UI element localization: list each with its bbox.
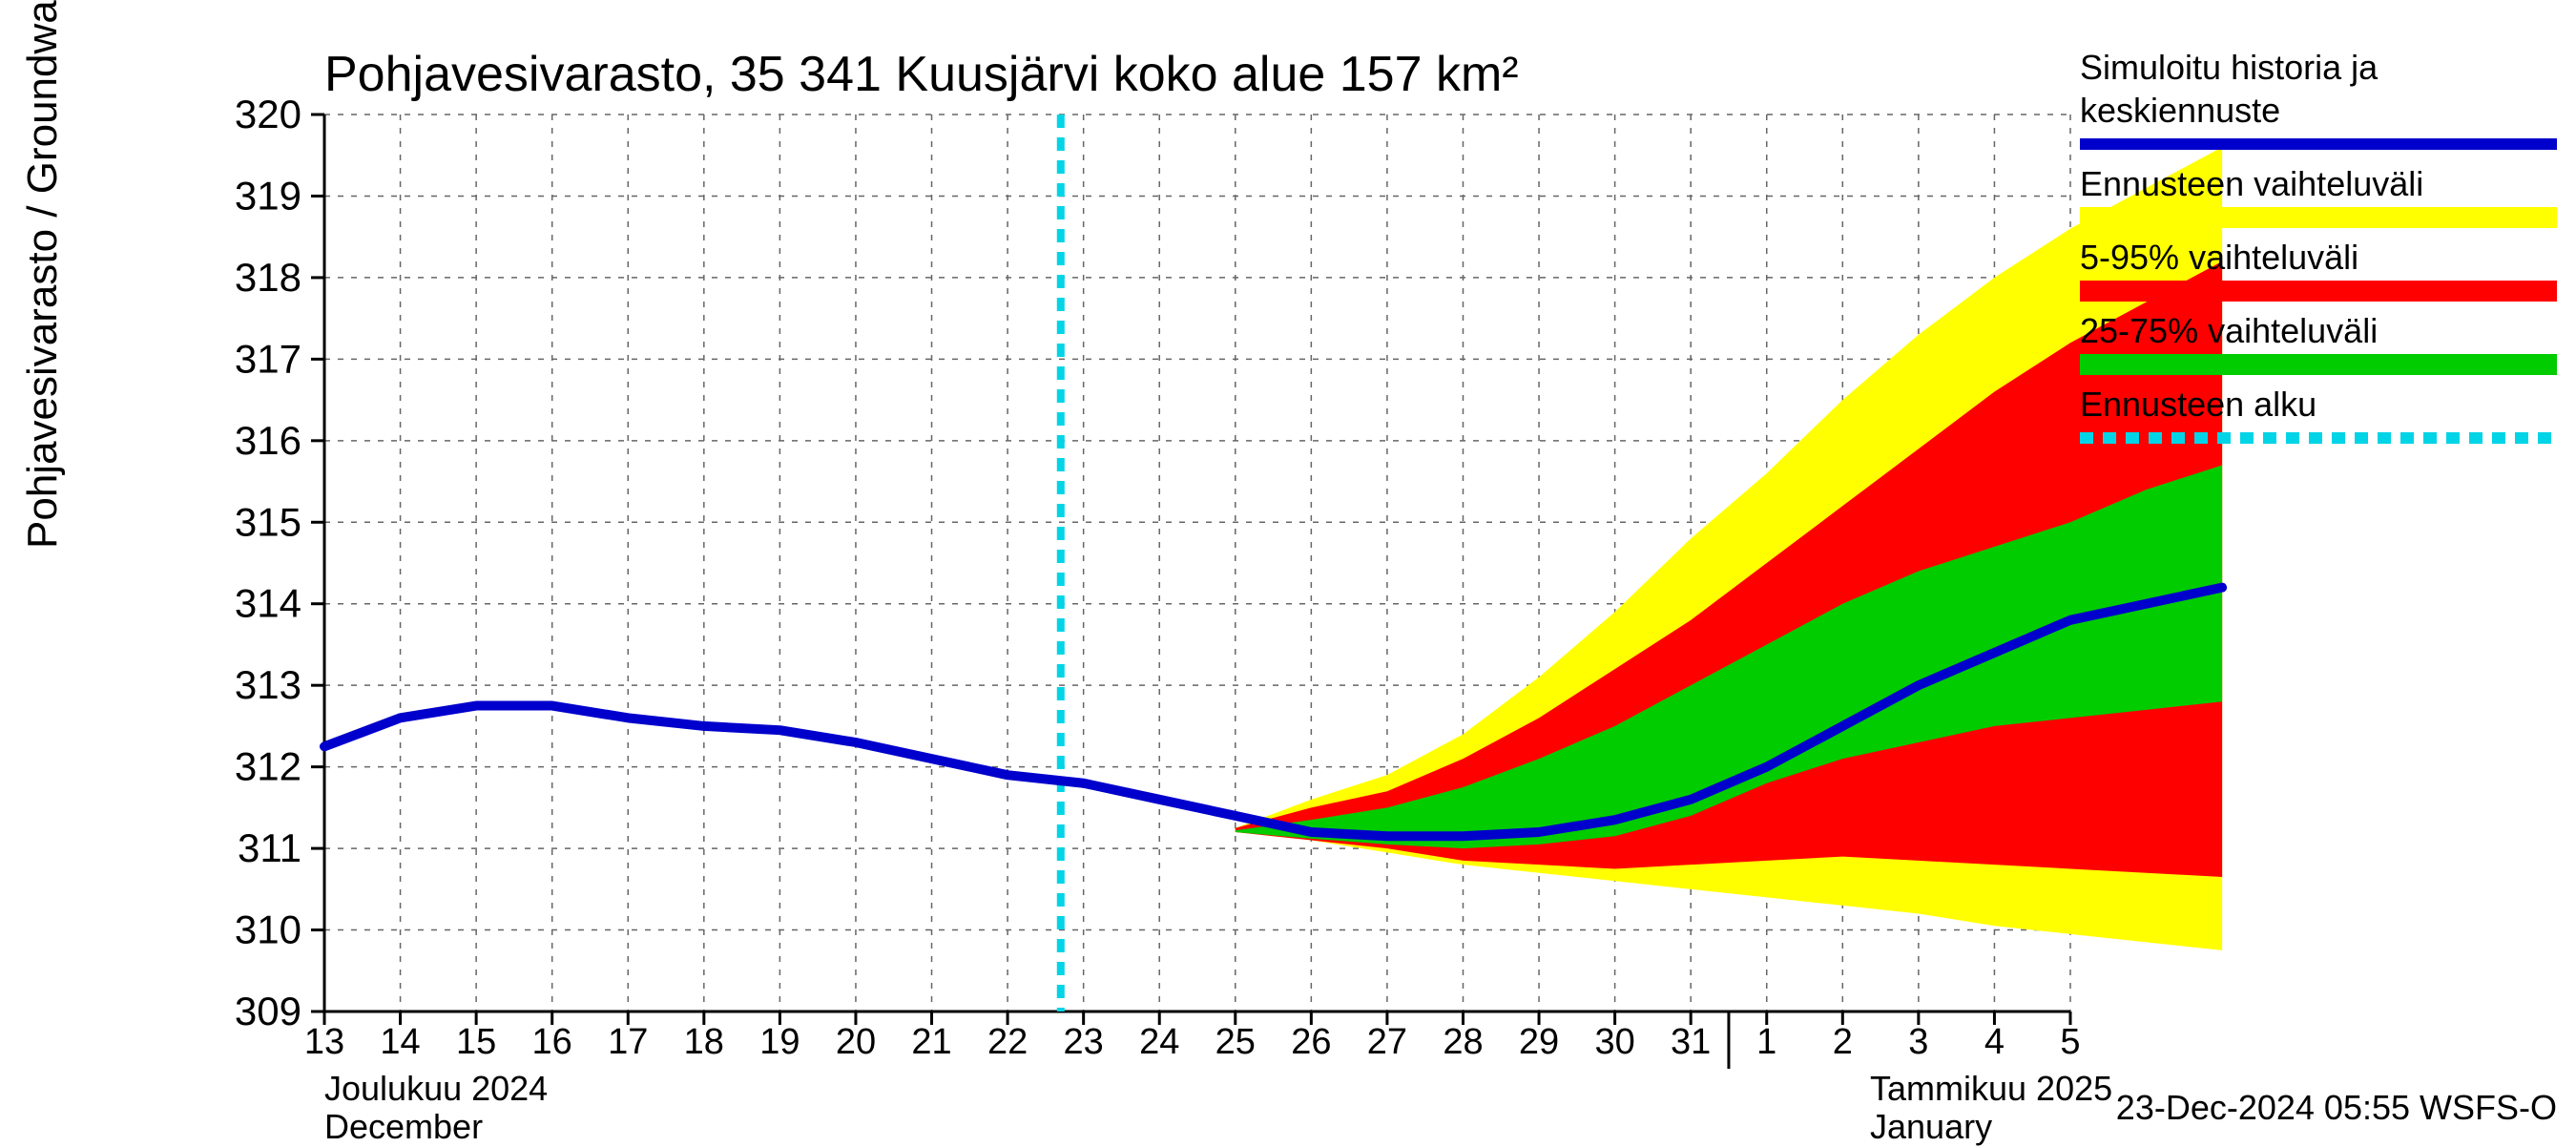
footer-month-left-en: December [324, 1107, 483, 1147]
svg-text:26: 26 [1291, 1022, 1331, 1062]
legend-swatch [2080, 428, 2557, 448]
svg-text:13: 13 [304, 1022, 344, 1062]
svg-text:31: 31 [1671, 1022, 1711, 1062]
svg-text:316: 316 [235, 418, 301, 463]
svg-text:318: 318 [235, 255, 301, 300]
svg-text:16: 16 [532, 1022, 572, 1062]
svg-text:312: 312 [235, 744, 301, 789]
svg-text:4: 4 [1984, 1022, 2005, 1062]
svg-text:14: 14 [380, 1022, 420, 1062]
legend-swatch [2080, 134, 2557, 155]
svg-text:310: 310 [235, 907, 301, 952]
svg-text:313: 313 [235, 662, 301, 707]
svg-text:315: 315 [235, 499, 301, 544]
svg-text:1: 1 [1756, 1022, 1776, 1062]
legend: Simuloitu historia ja keskiennuste Ennust… [2080, 46, 2557, 456]
legend-swatch [2080, 354, 2557, 375]
svg-text:320: 320 [235, 92, 301, 136]
chart-title: Pohjavesivarasto, 35 341 Kuusjärvi koko … [324, 46, 1519, 103]
legend-swatch [2080, 281, 2557, 302]
svg-text:29: 29 [1519, 1022, 1559, 1062]
legend-label: 5-95% vaihteluväli [2080, 236, 2557, 279]
svg-text:15: 15 [456, 1022, 496, 1062]
legend-item: Simuloitu historia ja keskiennuste [2080, 46, 2557, 155]
svg-text:3: 3 [1908, 1022, 1928, 1062]
svg-text:5: 5 [2060, 1022, 2080, 1062]
svg-text:18: 18 [684, 1022, 724, 1062]
svg-text:319: 319 [235, 173, 301, 218]
svg-text:2: 2 [1833, 1022, 1853, 1062]
legend-item: 5-95% vaihteluväli [2080, 236, 2557, 302]
svg-text:21: 21 [911, 1022, 951, 1062]
footer-month-right-en: January [1870, 1107, 1992, 1147]
legend-label: Ennusteen alku [2080, 383, 2557, 426]
legend-item: 25-75% vaihteluväli [2080, 309, 2557, 375]
svg-text:314: 314 [235, 581, 301, 626]
chart-container: Pohjavesivarasto, 35 341 Kuusjärvi koko … [0, 0, 2576, 1145]
svg-text:311: 311 [238, 825, 301, 870]
footer-timestamp: 23-Dec-2024 05:55 WSFS-O [2116, 1088, 2557, 1128]
svg-text:27: 27 [1367, 1022, 1407, 1062]
footer-month-right-fi: Tammikuu 2025 [1870, 1069, 2112, 1109]
svg-text:317: 317 [235, 336, 301, 381]
legend-label: 25-75% vaihteluväli [2080, 309, 2557, 352]
svg-text:17: 17 [608, 1022, 648, 1062]
legend-label: Ennusteen vaihteluväli [2080, 162, 2557, 205]
legend-item: Ennusteen alku [2080, 383, 2557, 448]
svg-text:309: 309 [235, 989, 301, 1033]
svg-text:23: 23 [1064, 1022, 1104, 1062]
legend-swatch [2080, 207, 2557, 228]
svg-text:19: 19 [759, 1022, 800, 1062]
y-axis-label: Pohjavesivarasto / Groundwater storage m… [19, 0, 67, 549]
svg-text:24: 24 [1139, 1022, 1179, 1062]
svg-text:30: 30 [1594, 1022, 1634, 1062]
svg-text:22: 22 [987, 1022, 1028, 1062]
legend-label: Simuloitu historia ja keskiennuste [2080, 46, 2557, 132]
svg-text:25: 25 [1215, 1022, 1256, 1062]
legend-item: Ennusteen vaihteluväli [2080, 162, 2557, 228]
svg-text:28: 28 [1443, 1022, 1483, 1062]
footer-month-left-fi: Joulukuu 2024 [324, 1069, 548, 1109]
svg-text:20: 20 [836, 1022, 876, 1062]
